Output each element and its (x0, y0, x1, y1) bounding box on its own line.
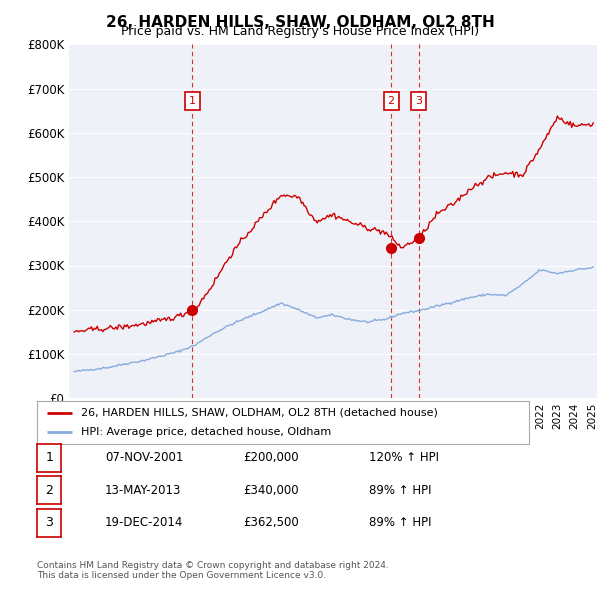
Text: 89% ↑ HPI: 89% ↑ HPI (369, 484, 431, 497)
Text: 2: 2 (45, 484, 53, 497)
Text: £200,000: £200,000 (243, 451, 299, 464)
Text: 120% ↑ HPI: 120% ↑ HPI (369, 451, 439, 464)
Text: This data is licensed under the Open Government Licence v3.0.: This data is licensed under the Open Gov… (37, 571, 326, 580)
Text: 3: 3 (415, 96, 422, 106)
Text: 89% ↑ HPI: 89% ↑ HPI (369, 516, 431, 529)
Text: 1: 1 (189, 96, 196, 106)
Text: £340,000: £340,000 (243, 484, 299, 497)
Text: 13-MAY-2013: 13-MAY-2013 (105, 484, 181, 497)
Text: 1: 1 (45, 451, 53, 464)
Text: Contains HM Land Registry data © Crown copyright and database right 2024.: Contains HM Land Registry data © Crown c… (37, 560, 389, 569)
Text: 2: 2 (388, 96, 395, 106)
Text: £362,500: £362,500 (243, 516, 299, 529)
Text: Price paid vs. HM Land Registry's House Price Index (HPI): Price paid vs. HM Land Registry's House … (121, 25, 479, 38)
Text: 07-NOV-2001: 07-NOV-2001 (105, 451, 184, 464)
Text: 26, HARDEN HILLS, SHAW, OLDHAM, OL2 8TH (detached house): 26, HARDEN HILLS, SHAW, OLDHAM, OL2 8TH … (82, 408, 439, 418)
Text: 26, HARDEN HILLS, SHAW, OLDHAM, OL2 8TH: 26, HARDEN HILLS, SHAW, OLDHAM, OL2 8TH (106, 15, 494, 30)
Text: 3: 3 (45, 516, 53, 529)
Text: 19-DEC-2014: 19-DEC-2014 (105, 516, 184, 529)
Text: HPI: Average price, detached house, Oldham: HPI: Average price, detached house, Oldh… (82, 427, 332, 437)
